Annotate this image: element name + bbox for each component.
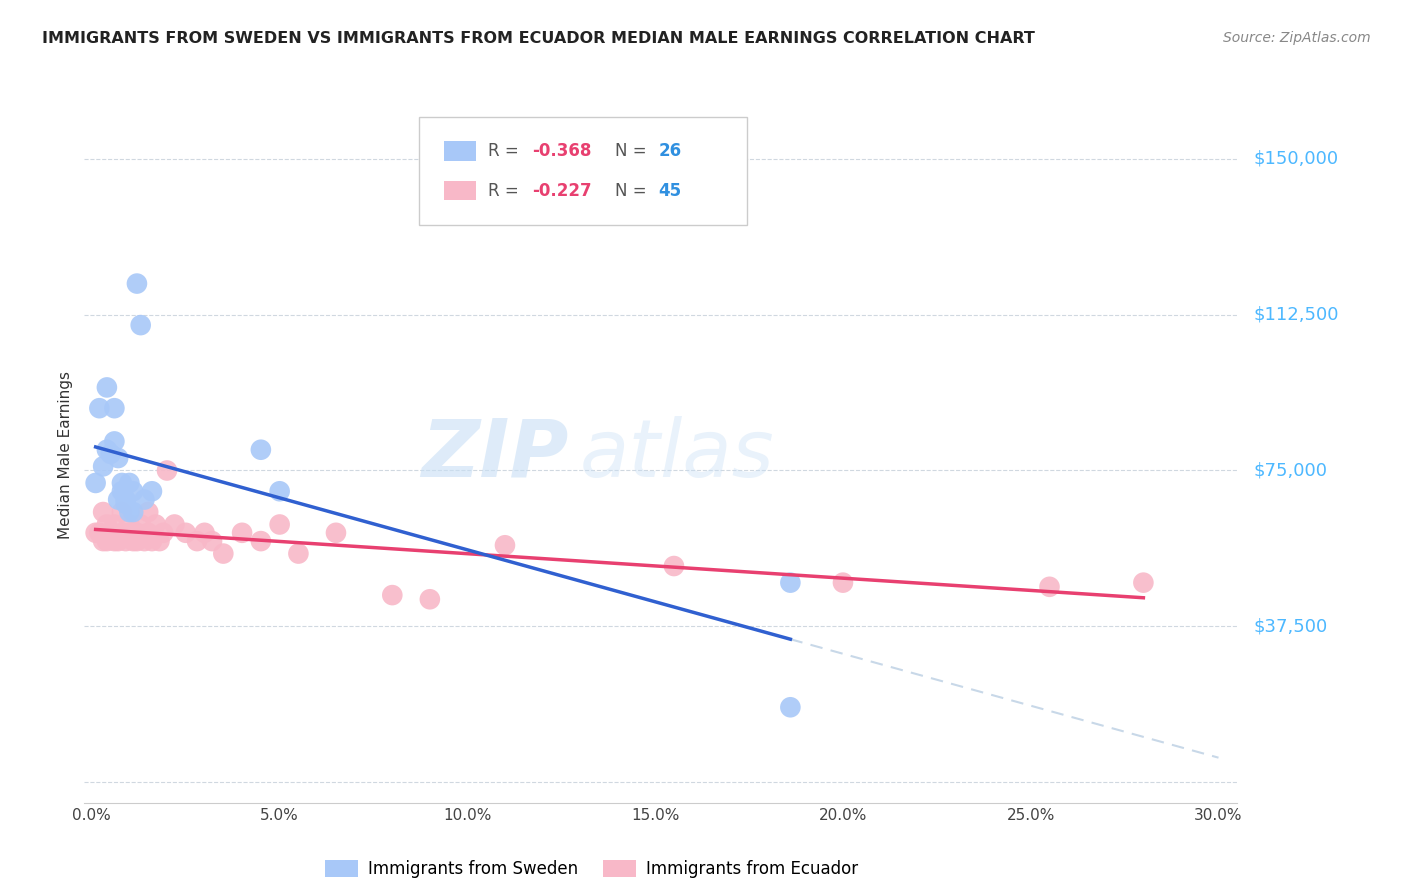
Y-axis label: Median Male Earnings: Median Male Earnings <box>58 371 73 539</box>
Point <box>114 497 136 511</box>
Point <box>145 517 167 532</box>
Text: 26: 26 <box>658 142 682 160</box>
Point <box>89 401 111 416</box>
Point <box>96 380 118 394</box>
Text: Source: ZipAtlas.com: Source: ZipAtlas.com <box>1223 31 1371 45</box>
Point <box>111 475 134 490</box>
Text: 45: 45 <box>658 182 682 200</box>
Point <box>84 475 107 490</box>
Point <box>141 534 163 549</box>
Text: $75,000: $75,000 <box>1254 461 1327 480</box>
Point <box>212 547 235 561</box>
Text: atlas: atlas <box>581 416 775 494</box>
Point <box>381 588 404 602</box>
Point <box>125 277 148 291</box>
Point <box>111 525 134 540</box>
Point <box>114 492 136 507</box>
Point <box>122 505 145 519</box>
Point <box>136 505 159 519</box>
Point <box>91 534 114 549</box>
Point <box>89 525 111 540</box>
Point <box>122 484 145 499</box>
Point <box>125 525 148 540</box>
Point <box>174 525 197 540</box>
Text: R =: R = <box>488 142 524 160</box>
Point <box>96 442 118 457</box>
Point <box>193 525 215 540</box>
Point <box>103 434 125 449</box>
Point <box>96 534 118 549</box>
Point <box>103 534 125 549</box>
Point <box>832 575 855 590</box>
Point <box>325 525 347 540</box>
Point <box>118 505 141 519</box>
Bar <box>444 181 477 201</box>
Point <box>100 525 122 540</box>
Point <box>419 592 441 607</box>
Point <box>141 484 163 499</box>
Text: R =: R = <box>488 182 524 200</box>
Bar <box>444 141 477 161</box>
Point <box>136 525 159 540</box>
Text: N =: N = <box>614 142 651 160</box>
Point <box>163 517 186 532</box>
Point <box>111 484 134 499</box>
Point <box>103 401 125 416</box>
Legend: Immigrants from Sweden, Immigrants from Ecuador: Immigrants from Sweden, Immigrants from … <box>318 854 865 885</box>
Point <box>1132 575 1154 590</box>
Point <box>201 534 224 549</box>
Point <box>186 534 208 549</box>
Point <box>91 459 114 474</box>
Point <box>269 484 291 499</box>
Point <box>779 575 801 590</box>
Point <box>269 517 291 532</box>
Point <box>287 547 309 561</box>
Point <box>125 534 148 549</box>
Text: N =: N = <box>614 182 651 200</box>
Point <box>250 442 273 457</box>
Point <box>662 559 685 574</box>
Point <box>134 492 156 507</box>
Point <box>107 450 129 465</box>
Point <box>494 538 516 552</box>
Point <box>96 517 118 532</box>
Point <box>91 505 114 519</box>
Point <box>231 525 253 540</box>
Point <box>118 525 141 540</box>
Point <box>250 534 273 549</box>
Point <box>107 534 129 549</box>
Point <box>129 517 152 532</box>
Point <box>103 517 125 532</box>
Point <box>129 318 152 332</box>
Point <box>134 534 156 549</box>
Point <box>114 534 136 549</box>
Point <box>122 534 145 549</box>
Text: $112,500: $112,500 <box>1254 306 1340 324</box>
Point <box>1038 580 1060 594</box>
Point <box>152 525 174 540</box>
Text: -0.368: -0.368 <box>531 142 591 160</box>
Point <box>107 492 129 507</box>
Point <box>118 475 141 490</box>
Text: -0.227: -0.227 <box>531 182 592 200</box>
Point <box>100 447 122 461</box>
Text: IMMIGRANTS FROM SWEDEN VS IMMIGRANTS FROM ECUADOR MEDIAN MALE EARNINGS CORRELATI: IMMIGRANTS FROM SWEDEN VS IMMIGRANTS FRO… <box>42 31 1035 46</box>
Text: ZIP: ZIP <box>422 416 568 494</box>
Point <box>84 525 107 540</box>
FancyBboxPatch shape <box>419 118 748 226</box>
Text: $150,000: $150,000 <box>1254 150 1339 168</box>
Point <box>779 700 801 714</box>
Point <box>118 517 141 532</box>
Point <box>156 463 179 477</box>
Point <box>111 505 134 519</box>
Point <box>148 534 170 549</box>
Text: $37,500: $37,500 <box>1254 617 1329 635</box>
